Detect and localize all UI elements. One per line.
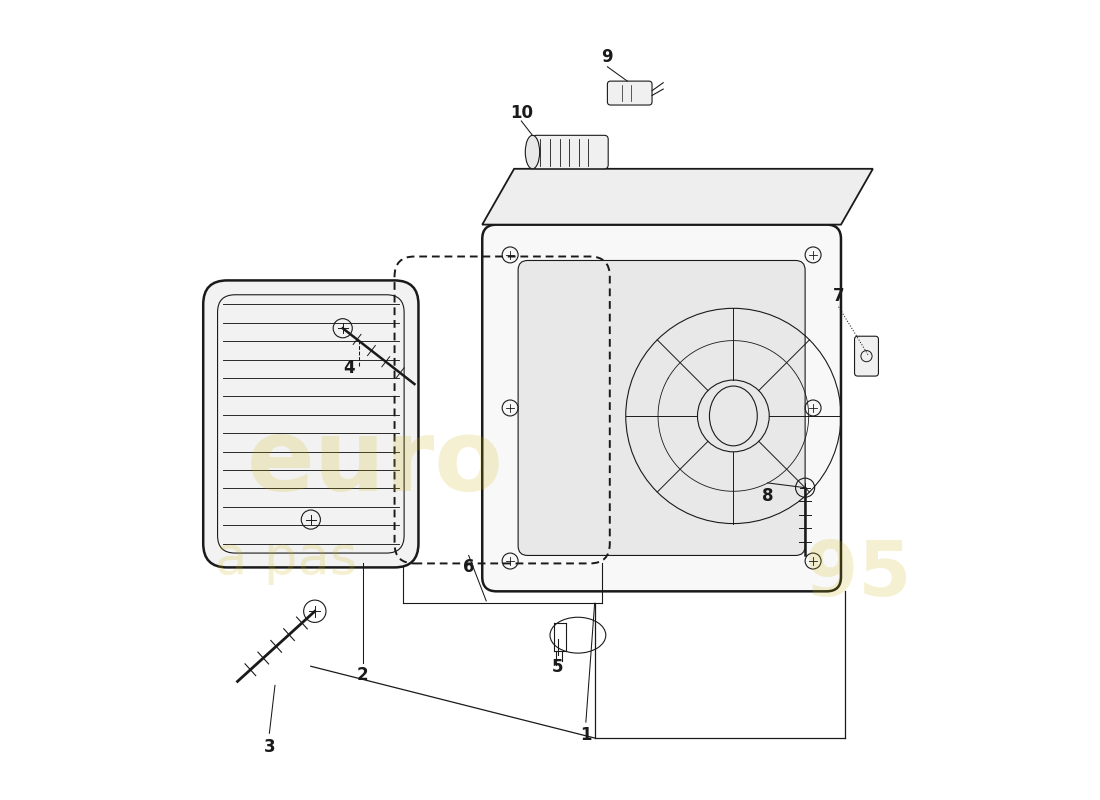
Text: 5: 5 xyxy=(552,658,563,676)
FancyBboxPatch shape xyxy=(532,135,608,169)
Text: 4: 4 xyxy=(343,359,355,377)
FancyBboxPatch shape xyxy=(855,336,879,376)
Text: 6: 6 xyxy=(463,558,474,577)
Text: 95: 95 xyxy=(805,538,912,612)
FancyBboxPatch shape xyxy=(518,261,805,555)
Text: a pas: a pas xyxy=(216,534,358,586)
Text: 10: 10 xyxy=(509,104,532,122)
Text: euro: euro xyxy=(248,415,504,512)
Polygon shape xyxy=(482,169,873,225)
Text: 1: 1 xyxy=(580,726,592,744)
FancyBboxPatch shape xyxy=(482,225,842,591)
FancyBboxPatch shape xyxy=(607,81,652,105)
Text: 8: 8 xyxy=(762,486,773,505)
Text: 2: 2 xyxy=(356,666,369,684)
Text: 7: 7 xyxy=(833,287,845,306)
FancyBboxPatch shape xyxy=(204,281,418,567)
Text: 3: 3 xyxy=(264,738,275,756)
Text: 9: 9 xyxy=(602,48,613,66)
Ellipse shape xyxy=(526,135,540,169)
